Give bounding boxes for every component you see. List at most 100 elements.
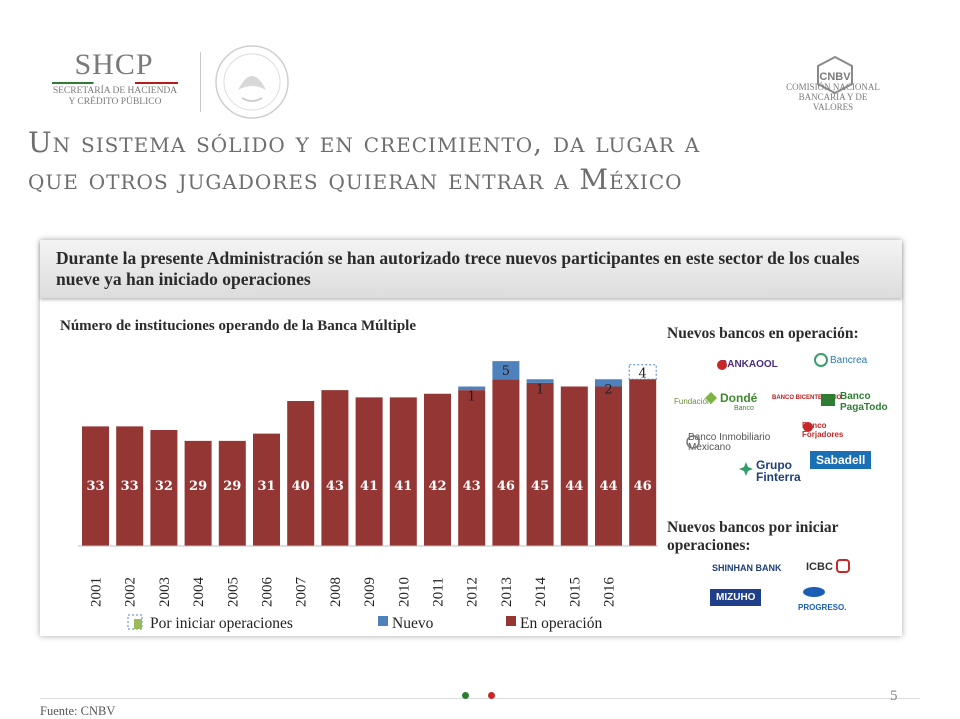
x-tick-label-2008: 2008 [328, 577, 344, 607]
bar-operating-2004 [184, 440, 212, 546]
bar-new-2013 [492, 361, 520, 380]
bank-logo-mizuho: MIZUHO [710, 589, 762, 606]
bar-new-2012 [458, 386, 486, 391]
bar-operating-2005 [218, 440, 246, 546]
national-seal-icon [215, 45, 289, 119]
legend-label-pending: Por iniciar operaciones [150, 615, 293, 632]
bar-label-operating-2009: 41 [360, 479, 378, 494]
bar-new-2014 [526, 379, 554, 383]
shcp-logo-title: SHCP [74, 48, 154, 81]
donde-icon [705, 392, 717, 404]
x-tick-label-2013: 2013 [499, 577, 515, 607]
bar-operating-2003 [150, 430, 178, 546]
bar-label-operating-2004: 29 [189, 479, 207, 494]
x-tick-label-2007: 2007 [294, 577, 310, 608]
bank-logo-sabadell: Sabadell [810, 451, 872, 469]
bank-logo-forjadores: Banco Forjadores [802, 421, 844, 439]
slide-title-line-1: Un sistema sólido y en crecimiento, da l… [28, 126, 701, 159]
bar-label-operating-2016: 44 [599, 479, 617, 494]
bank-logo-shinhan: SHINHAN BANK [712, 563, 782, 573]
summary-banner [40, 240, 902, 298]
x-tick-label-2001: 2001 [89, 577, 105, 607]
bar-label-operating-2012: 43 [463, 479, 481, 494]
bancrea-icon [814, 353, 828, 367]
operating-banks-heading: Nuevos bancos en operación: [667, 325, 859, 342]
cnbv-logo-text: CNBV [819, 71, 851, 83]
bar-operating-2014 [526, 382, 554, 546]
header-divider [200, 52, 201, 112]
footer-rule [40, 698, 920, 699]
summary-banner-text: Durante la presente Administración se ha… [56, 248, 860, 289]
x-tick-label-2005: 2005 [225, 577, 241, 607]
bank-logo-bicentenario: BANCO BICENTENARIO [772, 395, 842, 401]
x-tick-label-2006: 2006 [260, 577, 276, 608]
finterra-icon [739, 462, 753, 476]
legend-label-new: Nuevo [392, 615, 434, 632]
footer-red-dot [488, 692, 495, 699]
bar-operating-2015 [560, 386, 588, 546]
x-tick-label-2010: 2010 [396, 577, 412, 607]
shcp-logo-subtitle: SECRETARÍA DE HACIENDA Y CRÉDITO PÚBLICO [50, 86, 180, 108]
bar-operating-2009 [355, 397, 383, 546]
pending-banks-logos: SHINHAN BANK ICBC MIZUHO PROGRESO. [700, 555, 900, 615]
forjadores-icon [803, 422, 813, 432]
bar-operating-2017 [629, 379, 657, 546]
bar-label-operating-2015: 44 [565, 479, 583, 494]
bank-logo-donde-sub: Banco [734, 405, 754, 412]
bar-operating-2008 [321, 390, 349, 546]
bar-operating-2002 [116, 426, 144, 546]
bar-label-new-2013: 5 [502, 364, 510, 379]
bank-logo-finterra: Grupo Finterra [756, 458, 801, 484]
bar-label-operating-2006: 31 [257, 479, 275, 494]
cnbv-subtitle-line-2: BANCARIA Y DE VALORES [798, 92, 868, 112]
x-tick-label-2015: 2015 [567, 577, 583, 607]
inmobiliario-icon [686, 435, 700, 449]
cnbv-logo-subtitle: COMISIÓN NACIONAL BANCARIA Y DE VALORES [778, 82, 888, 112]
bar-label-operating-2013: 46 [497, 479, 515, 494]
bank-logo-bankaool: BANKAOOL [720, 359, 778, 370]
bar-label-operating-2002: 33 [121, 479, 139, 494]
x-tick-label-2009: 2009 [362, 577, 378, 607]
bar-label-operating-2008: 43 [326, 479, 344, 494]
bar-label-operating-2001: 33 [86, 479, 104, 494]
bar-operating-2010 [389, 397, 417, 546]
bar-label-operating-2014: 45 [531, 479, 549, 494]
shcp-subtitle-line-2: Y CRÉDITO PÚBLICO [68, 97, 162, 107]
pagatodo-icon [821, 394, 835, 406]
bar-label-pending-2017: 4 [639, 366, 647, 381]
bar-label-operating-2017: 46 [634, 479, 652, 494]
legend-label-operating: En operación [520, 615, 602, 632]
bar-label-new-2012: 1 [468, 390, 476, 405]
bar-new-2016 [595, 379, 622, 387]
x-tick-group: 2001 2002 2003 2004 2005 2006 2007 2008 2009 2010… [89, 577, 618, 608]
chart-legend: Por iniciar operaciones Nuevo En operaci… [127, 614, 602, 632]
bar-label-new-2014: 1 [536, 382, 544, 397]
bank-logo-bancrea: Bancrea [830, 355, 868, 366]
shcp-tricolor-rule [52, 82, 178, 84]
bar-label-operating-2005: 29 [223, 479, 241, 494]
x-tick-label-2011: 2011 [431, 577, 447, 606]
x-tick-label-2002: 2002 [123, 577, 139, 607]
bar-operating-2001 [82, 426, 109, 546]
bar-label-operating-2003: 32 [155, 479, 173, 494]
operating-banks-logos: BANKAOOL Bancrea Fundación Dondé Banco B… [660, 345, 900, 505]
x-tick-label-2012: 2012 [465, 577, 481, 607]
footer-source: Fuente: CNBV [40, 704, 116, 718]
x-tick-label-2003: 2003 [157, 577, 173, 607]
progreso-icon [803, 587, 825, 597]
x-tick-label-2016: 2016 [602, 577, 618, 608]
bar-operating-2016 [595, 386, 622, 546]
slide-title-line-2: que otros jugadores quieran entrar a Méx… [28, 163, 683, 196]
bar-label-operating-2011: 42 [428, 479, 446, 494]
bar-operating-2012 [458, 390, 486, 546]
cnbv-subtitle-line-1: COMISIÓN NACIONAL [786, 82, 880, 92]
bar-operating-2007 [287, 401, 315, 546]
bank-logo-icbc: ICBC [806, 561, 833, 573]
legend-swatch-operating [506, 616, 516, 626]
bank-logo-pagatodo: Banco PagaTodo [840, 391, 888, 413]
bar-operating-2006 [253, 433, 280, 546]
icbc-icon [836, 559, 850, 573]
bankaool-icon [717, 360, 727, 370]
legend-swatch-new [378, 616, 388, 626]
